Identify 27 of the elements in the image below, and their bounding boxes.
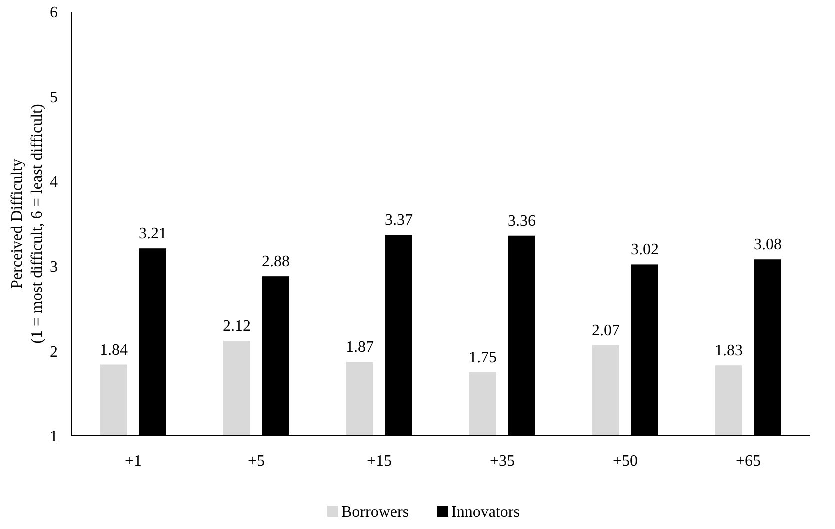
data-label: 1.87 xyxy=(346,339,374,356)
x-tick-label: +50 xyxy=(612,453,638,470)
x-tick-label: +15 xyxy=(366,453,392,470)
y-tick-label: 1 xyxy=(50,428,58,446)
data-label: 3.02 xyxy=(631,242,659,259)
data-label: 1.84 xyxy=(100,342,128,359)
y-tick-label: 3 xyxy=(50,259,58,276)
y-tick-label: 2 xyxy=(50,344,58,361)
x-tick-label: +5 xyxy=(248,453,266,470)
y-tick-label: 4 xyxy=(50,174,58,192)
legend-label: Innovators xyxy=(452,504,520,521)
data-label: 2.12 xyxy=(223,318,251,336)
data-label: 2.07 xyxy=(592,322,620,340)
y-tick-label: 5 xyxy=(50,89,58,106)
x-tick-label: +35 xyxy=(490,453,516,470)
data-label: 1.83 xyxy=(715,342,743,360)
y-axis-title: Perceived Difficulty (1 = most difficult, 6 = least difficult) xyxy=(9,104,46,344)
data-label: 3.08 xyxy=(754,236,782,254)
x-tick-label: +65 xyxy=(736,453,762,470)
y-tick-label: 6 xyxy=(50,4,58,22)
data-label: 1.75 xyxy=(469,349,497,366)
x-tick-label: +1 xyxy=(124,453,142,470)
data-label: 3.21 xyxy=(139,226,167,243)
data-label: 3.37 xyxy=(385,212,413,230)
legend-label: Borrowers xyxy=(342,504,410,521)
data-label: 2.88 xyxy=(262,254,290,271)
data-label: 3.36 xyxy=(508,212,536,230)
